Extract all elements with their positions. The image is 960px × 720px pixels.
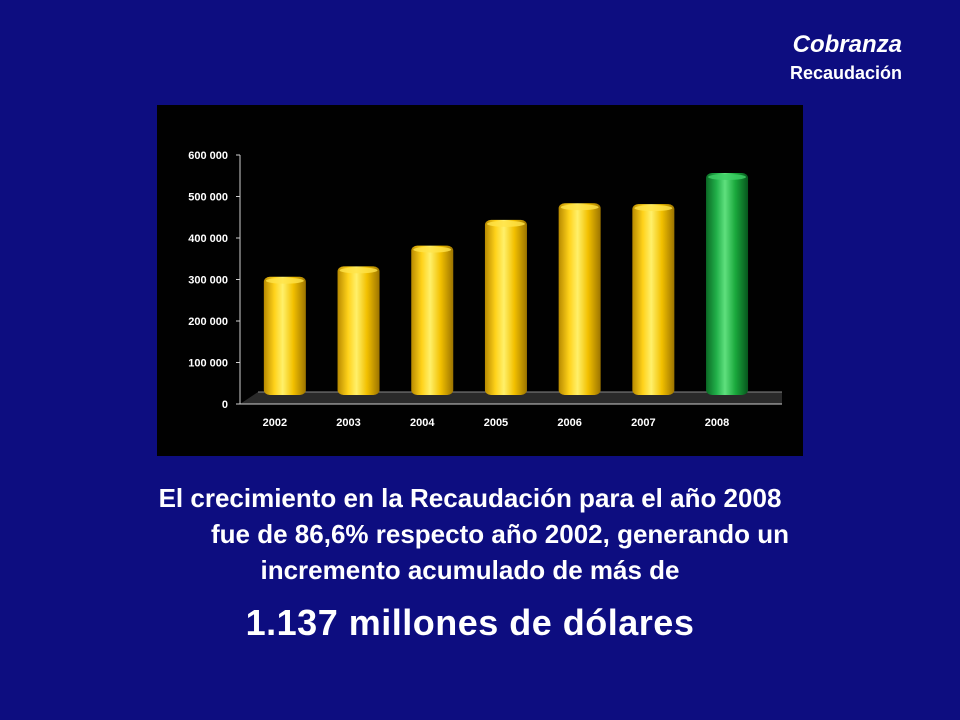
bar-cap — [413, 246, 452, 253]
x-tick-label: 2006 — [557, 417, 581, 429]
bar-body — [706, 172, 749, 395]
bar-cap — [634, 205, 673, 212]
bar-cap — [265, 277, 304, 284]
bar-cap — [708, 173, 747, 180]
bar-2004 — [411, 245, 454, 395]
slide-header: Cobranza Recaudación — [790, 30, 902, 86]
bar-body — [558, 203, 601, 395]
bars — [263, 172, 749, 395]
bar-body — [632, 204, 675, 395]
bar-body — [263, 276, 306, 395]
y-tick-label: 100 000 — [188, 358, 228, 370]
x-tick-label: 2007 — [631, 417, 655, 429]
highlight-amount: 1.137 millones de dólares — [245, 602, 695, 643]
bar-cap — [486, 220, 525, 227]
bar-cap — [339, 267, 378, 274]
bar-2003 — [337, 266, 380, 395]
chart-panel: 0 100 000 200 000 300 000 400 000 500 000 600 … — [157, 105, 803, 456]
y-tick-label: 600 000 — [188, 150, 228, 162]
caption: El crecimiento en la Recaudación para el… — [60, 480, 880, 588]
x-tick-label: 2003 — [336, 417, 360, 429]
bar-body — [337, 266, 380, 395]
y-tick-label: 0 — [222, 399, 228, 411]
bar-2005 — [484, 219, 527, 395]
slide-subtitle: Recaudación — [789, 63, 902, 83]
y-tick-label: 400 000 — [188, 233, 228, 245]
y-tick-label: 500 000 — [188, 192, 228, 204]
y-tick-label: 200 000 — [188, 316, 228, 328]
bar-2006 — [558, 203, 601, 395]
bar-2007 — [632, 204, 675, 395]
bar-2008 — [706, 172, 749, 395]
caption-line-1: El crecimiento en la Recaudación para el… — [158, 483, 782, 513]
bar-chart: 0 100 000 200 000 300 000 400 000 500 000 600 … — [188, 150, 782, 429]
caption-line-2: fue de 86,6% respecto año 2002, generand… — [211, 519, 789, 549]
caption-line-3: incremento acumulado de más de — [260, 555, 680, 585]
slide-title: Cobranza — [792, 31, 902, 58]
bar-cap — [560, 204, 599, 211]
x-axis: 2002 2003 2004 2005 2006 2007 2008 — [263, 417, 730, 429]
bar-2002 — [263, 276, 306, 395]
x-tick-label: 2002 — [263, 417, 287, 429]
x-tick-label: 2008 — [705, 417, 729, 429]
bar-body — [411, 245, 454, 395]
y-tick-label: 300 000 — [188, 275, 228, 287]
bar-body — [484, 219, 527, 395]
y-axis: 0 100 000 200 000 300 000 400 000 500 000 600 … — [188, 150, 240, 411]
x-tick-label: 2004 — [410, 417, 435, 429]
x-tick-label: 2005 — [484, 417, 508, 429]
